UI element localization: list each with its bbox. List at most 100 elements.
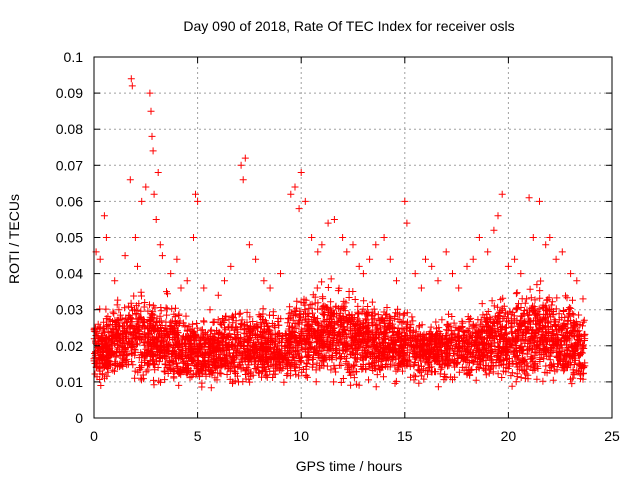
- data-point: [473, 334, 481, 342]
- data-point: [370, 341, 378, 348]
- data-point: [200, 358, 208, 366]
- data-point: [105, 347, 113, 355]
- data-point: [320, 344, 328, 352]
- data-point: [229, 323, 237, 331]
- data-point: [142, 183, 150, 191]
- data-point: [209, 369, 217, 376]
- data-point: [319, 295, 327, 303]
- data-point: [121, 346, 129, 353]
- data-point: [216, 369, 224, 377]
- data-point: [201, 329, 209, 337]
- data-point: [325, 354, 333, 362]
- data-point: [141, 299, 149, 306]
- data-point: [343, 333, 351, 341]
- data-point: [157, 317, 165, 325]
- data-point: [333, 335, 341, 343]
- data-point: [536, 318, 544, 326]
- data-point: [255, 338, 263, 346]
- data-point: [282, 362, 290, 370]
- data-point: [144, 366, 152, 374]
- y-tick-label: 0.04: [56, 266, 83, 282]
- data-point: [392, 377, 400, 385]
- data-point: [173, 341, 181, 348]
- data-point: [475, 351, 483, 359]
- data-point: [528, 326, 536, 334]
- data-point: [555, 354, 563, 362]
- data-point: [443, 332, 451, 339]
- data-point: [413, 352, 421, 360]
- data-point: [337, 362, 345, 369]
- data-point: [243, 308, 251, 316]
- data-point: [194, 351, 202, 359]
- data-point: [553, 366, 561, 374]
- data-point: [185, 340, 193, 348]
- data-point: [443, 355, 451, 363]
- data-point: [378, 348, 386, 356]
- data-point: [274, 351, 282, 359]
- data-point: [145, 337, 153, 345]
- data-point: [451, 345, 459, 353]
- data-point: [482, 323, 490, 331]
- data-point: [533, 281, 541, 289]
- data-point: [297, 169, 305, 176]
- data-point: [129, 307, 136, 315]
- data-point: [408, 313, 416, 321]
- data-point: [567, 270, 575, 278]
- data-point: [154, 169, 162, 176]
- data-point: [524, 371, 532, 379]
- data-point: [506, 343, 514, 351]
- data-point: [329, 327, 337, 334]
- data-point: [249, 318, 257, 325]
- data-point: [343, 248, 351, 256]
- data-point: [415, 379, 423, 387]
- data-point: [552, 255, 560, 263]
- data-point: [379, 355, 387, 363]
- data-point: [535, 305, 543, 313]
- data-point: [146, 316, 154, 324]
- data-point: [311, 293, 319, 301]
- data-point: [122, 352, 130, 360]
- data-point: [468, 357, 476, 364]
- data-point: [291, 356, 299, 364]
- data-point: [144, 307, 152, 315]
- data-point: [246, 334, 254, 342]
- data-point: [359, 323, 367, 331]
- data-point: [439, 357, 447, 365]
- data-point: [441, 346, 449, 354]
- data-point: [259, 367, 267, 375]
- data-point: [233, 349, 240, 357]
- data-point: [359, 305, 367, 313]
- data-point: [350, 374, 358, 382]
- data-point: [276, 359, 284, 367]
- data-point: [162, 348, 170, 356]
- data-point: [499, 367, 507, 375]
- data-point: [471, 323, 479, 331]
- data-point: [358, 365, 366, 373]
- data-point: [546, 356, 554, 364]
- data-point: [318, 361, 326, 369]
- data-point: [161, 346, 168, 353]
- data-point: [147, 349, 154, 357]
- data-point: [534, 365, 542, 372]
- data-point: [400, 310, 408, 318]
- data-point: [170, 374, 178, 382]
- data-point: [291, 306, 299, 314]
- data-point: [581, 362, 589, 370]
- data-point: [573, 366, 581, 374]
- data-point: [455, 326, 463, 334]
- data-point: [389, 320, 397, 328]
- data-point: [305, 356, 313, 364]
- data-point: [180, 367, 188, 375]
- data-point: [437, 340, 445, 348]
- data-point: [507, 372, 515, 380]
- data-point: [365, 322, 373, 330]
- data-point: [564, 329, 571, 336]
- data-point: [255, 352, 263, 360]
- data-point: [377, 340, 385, 347]
- data-point: [331, 310, 339, 318]
- data-point: [423, 337, 431, 345]
- data-point: [530, 303, 538, 311]
- data-point: [478, 339, 486, 347]
- data-point: [232, 370, 240, 377]
- data-point: [121, 252, 129, 260]
